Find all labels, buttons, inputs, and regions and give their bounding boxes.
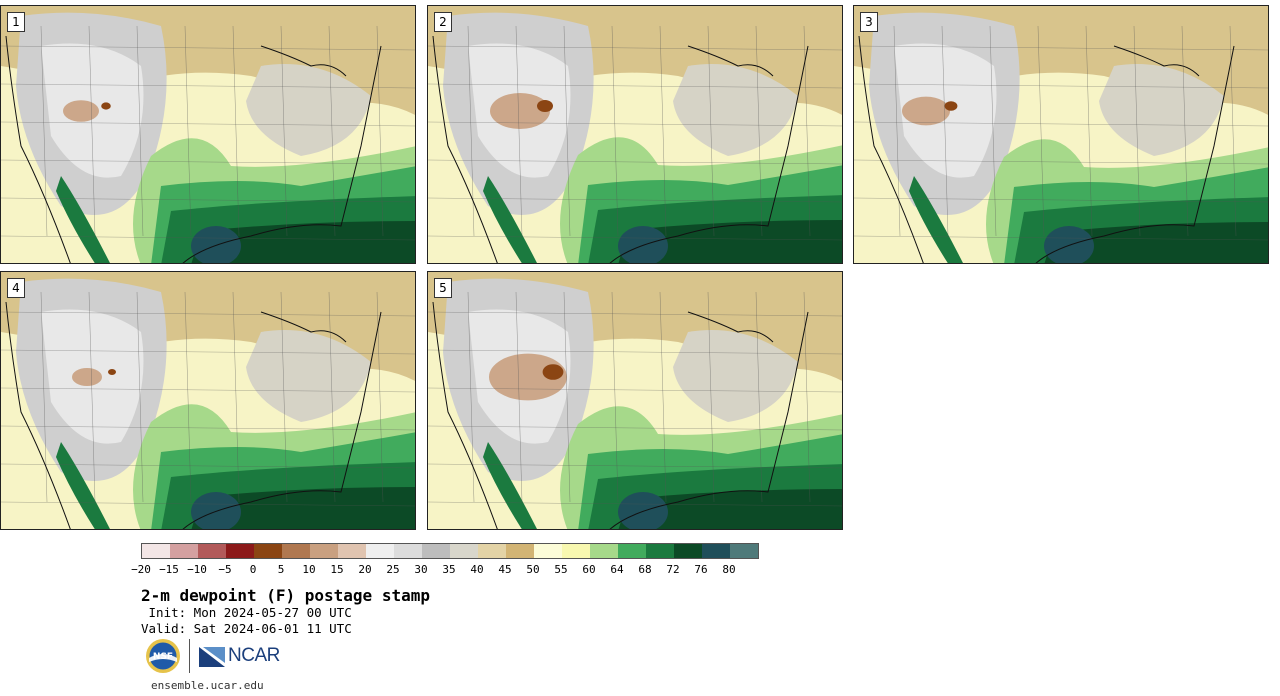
- map-panel: 1: [0, 5, 416, 264]
- map-panel: 4: [0, 271, 416, 530]
- panel-number: 2: [434, 12, 452, 32]
- colorbar-swatch: [450, 544, 478, 558]
- colorbar-tick-label: 50: [526, 563, 540, 576]
- colorbar-swatch: [534, 544, 562, 558]
- colorbar-swatch: [254, 544, 282, 558]
- nsf-logo-text: NSF: [153, 652, 173, 662]
- colorbar-swatch: [366, 544, 394, 558]
- init-time: Init: Mon 2024-05-27 00 UTC: [141, 605, 352, 620]
- logos: NSF NCAR: [145, 638, 280, 674]
- colorbar-swatch: [590, 544, 618, 558]
- colorbar-tick-label: −10: [187, 563, 207, 576]
- map-panel: 5: [427, 271, 843, 530]
- dewpoint-map: [428, 272, 842, 529]
- colorbar-tick-label: 45: [498, 563, 512, 576]
- dewpoint-map: [1, 6, 415, 263]
- colorbar-swatch: [338, 544, 366, 558]
- map-panel: 3: [853, 5, 1269, 264]
- colorbar-tick-label: −15: [159, 563, 179, 576]
- colorbar-tick-label: 15: [330, 563, 344, 576]
- colorbar-tick-label: 40: [470, 563, 484, 576]
- panel-number: 4: [7, 278, 25, 298]
- colorbar-ticks: −20 −15 −10 −5 0 5 10 15 20 25 30 35 40 45 50 55 60 64 68 7…: [0, 563, 1280, 577]
- colorbar-swatch: [702, 544, 730, 558]
- colorbar-swatch: [226, 544, 254, 558]
- colorbar-tick-label: 0: [249, 563, 257, 576]
- colorbar-tick-label: 80: [722, 563, 736, 576]
- colorbar-tick-label: 72: [666, 563, 680, 576]
- panel-number: 3: [860, 12, 878, 32]
- nsf-logo-icon: NSF: [146, 639, 180, 673]
- colorbar-swatch: [310, 544, 338, 558]
- colorbar-tick-label: 68: [638, 563, 652, 576]
- dewpoint-map: [428, 6, 842, 263]
- colorbar-swatch: [730, 544, 758, 558]
- colorbar: [141, 543, 759, 559]
- colorbar-tick-label: 30: [414, 563, 428, 576]
- colorbar-swatch: [618, 544, 646, 558]
- colorbar-swatch: [170, 544, 198, 558]
- panel-number: 5: [434, 278, 452, 298]
- logo-divider: [189, 639, 190, 673]
- colorbar-tick-label: 64: [610, 563, 624, 576]
- chart-title: 2-m dewpoint (F) postage stamp: [141, 586, 430, 605]
- colorbar-tick-label: 55: [554, 563, 568, 576]
- colorbar-swatch: [674, 544, 702, 558]
- colorbar-swatch: [562, 544, 590, 558]
- colorbar-tick-label: 35: [442, 563, 456, 576]
- colorbar-swatch: [506, 544, 534, 558]
- colorbar-swatch: [422, 544, 450, 558]
- colorbar-swatch: [282, 544, 310, 558]
- colorbar-swatch: [646, 544, 674, 558]
- ncar-logo-text: NCAR: [228, 645, 280, 666]
- dewpoint-map: [854, 6, 1268, 263]
- footer-url: ensemble.ucar.edu: [151, 679, 264, 692]
- colorbar-tick-label: 60: [582, 563, 596, 576]
- map-panel: 2: [427, 5, 843, 264]
- colorbar-tick-label: 5: [277, 563, 285, 576]
- colorbar-tick-label: 25: [386, 563, 400, 576]
- colorbar-tick-label: 20: [358, 563, 372, 576]
- colorbar-swatch: [198, 544, 226, 558]
- colorbar-swatch: [394, 544, 422, 558]
- colorbar-tick-label: −5: [218, 563, 232, 576]
- colorbar-tick-label: 10: [302, 563, 316, 576]
- ncar-logo-icon: [199, 647, 225, 667]
- colorbar-swatch: [142, 544, 170, 558]
- dewpoint-map: [1, 272, 415, 529]
- colorbar-swatch: [478, 544, 506, 558]
- colorbar-tick-label: 76: [694, 563, 708, 576]
- colorbar-tick-label: −20: [131, 563, 151, 576]
- panel-number: 1: [7, 12, 25, 32]
- valid-time: Valid: Sat 2024-06-01 11 UTC: [141, 621, 352, 636]
